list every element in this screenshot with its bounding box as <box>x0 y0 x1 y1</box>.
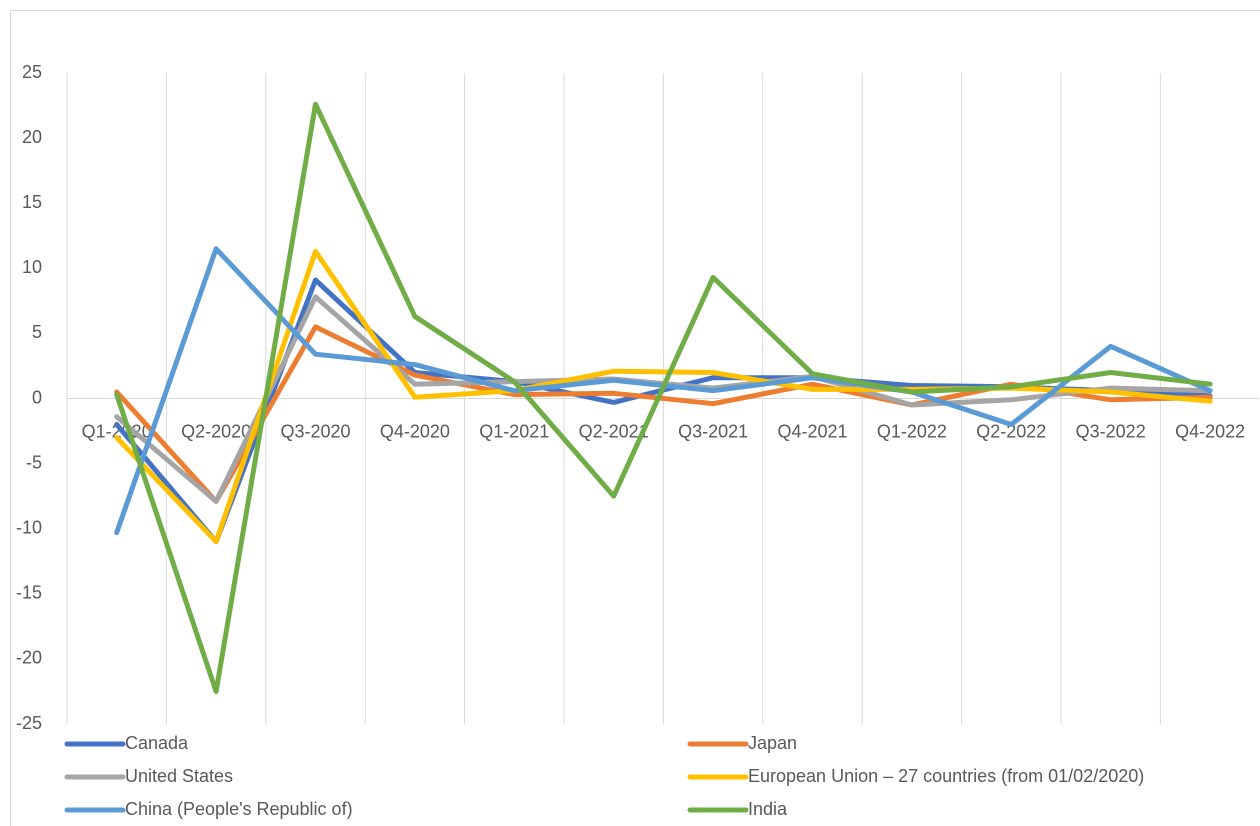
x-tick-label: Q3-2021 <box>678 421 748 441</box>
legend-label: Japan <box>748 733 797 753</box>
y-tick-label: -5 <box>26 452 42 472</box>
y-tick-label: 5 <box>32 322 42 342</box>
x-tick-label: Q1-2021 <box>479 421 549 441</box>
y-tick-label: -10 <box>16 517 42 537</box>
legend-label: Canada <box>125 733 189 753</box>
series-line <box>114 248 1213 545</box>
x-tick-label: Q1-2020 <box>82 421 152 441</box>
x-tick-label: Q4-2022 <box>1175 421 1245 441</box>
y-tick-label: 20 <box>22 127 42 147</box>
x-tick-label: Q1-2022 <box>877 421 947 441</box>
legend-label: China (People's Republic of) <box>125 799 353 819</box>
y-tick-label: 10 <box>22 257 42 277</box>
x-tick-label: Q2-2021 <box>579 421 649 441</box>
y-tick-label: 0 <box>32 387 42 407</box>
x-tick-label: Q2-2020 <box>181 421 251 441</box>
legend-label: United States <box>125 766 233 786</box>
y-tick-label: -15 <box>16 583 42 603</box>
y-tick-label: -25 <box>16 713 42 733</box>
legend-label: European Union – 27 countries (from 01/0… <box>748 766 1144 786</box>
legend-label: India <box>748 799 788 819</box>
series-line <box>114 101 1213 694</box>
chart-frame <box>10 10 1260 826</box>
x-tick-label: Q3-2022 <box>1076 421 1146 441</box>
x-tick-label: Q4-2020 <box>380 421 450 441</box>
x-tick-label: Q2-2022 <box>976 421 1046 441</box>
y-tick-label: 15 <box>22 192 42 212</box>
y-tick-label: -20 <box>16 648 42 668</box>
y-tick-label: 25 <box>22 62 42 82</box>
x-tick-label: Q3-2020 <box>280 421 350 441</box>
x-tick-label: Q4-2021 <box>777 421 847 441</box>
